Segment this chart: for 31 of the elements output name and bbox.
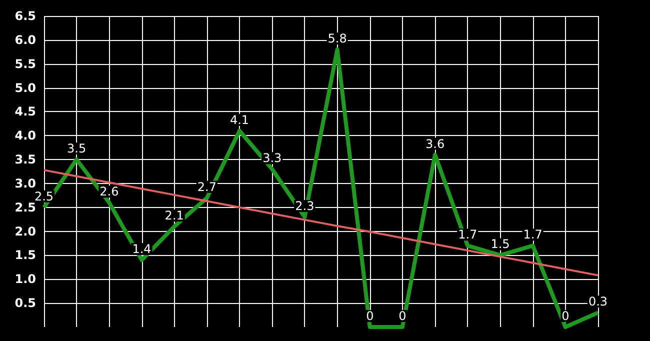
y-tick-label: 6.0 [14, 32, 36, 47]
y-tick-label: 2.5 [14, 200, 36, 214]
y-tick-label: 0.5 [14, 296, 36, 310]
y-tick-label: 5.5 [14, 56, 36, 71]
data-label: 5.8 [328, 31, 347, 46]
data-label: 2.3 [295, 198, 314, 213]
data-label: 1.4 [132, 242, 152, 256]
y-tick-label: 1.5 [14, 248, 36, 262]
y-tick-label: 2.0 [14, 224, 36, 238]
data-label: 0 [562, 309, 570, 323]
data-label: 0 [398, 309, 406, 323]
data-label: 2.5 [34, 189, 54, 204]
data-label: 1.7 [523, 228, 542, 242]
y-tick-label: 3.5 [14, 152, 36, 167]
y-tick-label: 3.0 [14, 176, 36, 190]
data-label: 2.1 [164, 208, 184, 223]
data-label: 0 [366, 309, 374, 323]
data-label: 3.3 [262, 151, 282, 166]
data-label: 2.7 [197, 180, 216, 194]
y-tick-label: 5.0 [14, 80, 36, 95]
data-label: 3.6 [426, 136, 445, 151]
y-tick-label: 4.0 [14, 128, 36, 143]
data-label: 1.5 [490, 237, 510, 252]
y-tick-label: 1.0 [14, 272, 36, 286]
y-tick-label: 6.5 [14, 9, 36, 23]
y-tick-label: 4.5 [14, 104, 36, 119]
data-label: 0.3 [588, 294, 608, 309]
data-label: 4.1 [230, 112, 250, 127]
data-label: 1.7 [458, 228, 478, 242]
data-label: 3.5 [67, 142, 86, 156]
data-label: 2.6 [100, 184, 119, 199]
